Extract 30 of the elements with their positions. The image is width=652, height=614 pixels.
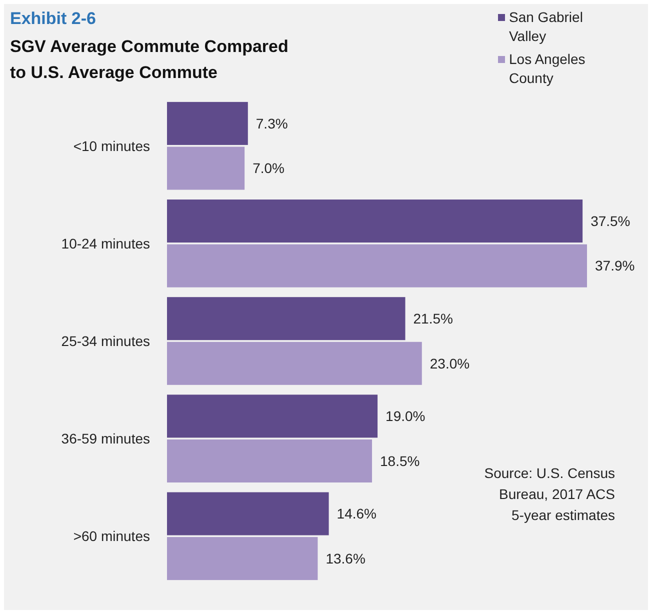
data-label: 13.6% [326, 550, 366, 566]
bar [167, 244, 587, 288]
legend-label: Los Angeles County [509, 51, 586, 86]
data-label: 7.0% [252, 160, 284, 176]
legend-label: San Gabriel Valley [509, 9, 583, 44]
bar [167, 492, 329, 536]
bar [167, 439, 372, 482]
data-label: 37.9% [595, 258, 635, 274]
annotation: Source: U.S. Census Bureau, 2017 ACS 5-year estimates [484, 465, 615, 523]
y-tick-label: 25-34 minutes [61, 332, 150, 349]
data-label: 18.5% [380, 452, 420, 469]
data-label: 7.3% [256, 115, 288, 132]
data-label: 19.0% [386, 408, 426, 424]
bar [167, 394, 378, 438]
bar [167, 146, 245, 190]
bar [167, 102, 248, 145]
y-tick-label: 36-59 minutes [61, 430, 150, 446]
bar [167, 342, 422, 385]
chart-title: Exhibit 2-6 [10, 9, 96, 28]
bar [167, 537, 318, 580]
data-label: 21.5% [413, 310, 453, 326]
y-tick-label: <10 minutes [73, 138, 150, 154]
data-label: 14.6% [336, 506, 376, 522]
data-label: 23.0% [430, 355, 470, 372]
bar [167, 200, 583, 243]
y-tick-label: 10-24 minutes [61, 235, 150, 252]
data-label: 37.5% [590, 212, 630, 229]
bar [167, 297, 406, 340]
y-tick-label: >60 minutes [73, 528, 150, 544]
chart-subtitle: SGV Average Commute Compared to U.S. Average Commute [10, 37, 288, 82]
